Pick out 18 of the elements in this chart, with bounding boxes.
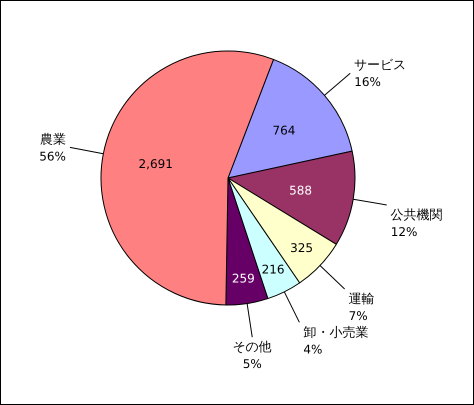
text: 16%: [354, 75, 381, 90]
slice-label: 卸・小売業: [303, 325, 368, 340]
text: 7%: [348, 308, 368, 323]
text: 4%: [303, 342, 322, 356]
data-label: 764: [272, 123, 296, 138]
text: 56%: [39, 149, 66, 164]
data-label: 259: [232, 272, 255, 286]
data-label: 325: [290, 241, 314, 256]
slice-label: 公共機関: [390, 208, 443, 223]
text: 5%: [242, 357, 262, 372]
data-label: 2,691: [138, 157, 173, 172]
data-label: 588: [289, 184, 312, 198]
data-label: 216: [262, 262, 284, 276]
slice-label: 運輸: [348, 292, 375, 307]
slice-label: その他: [232, 340, 272, 356]
slice-label: サービス: [354, 58, 406, 74]
slice-label: 農業: [40, 132, 66, 148]
text: 12%: [390, 224, 418, 239]
